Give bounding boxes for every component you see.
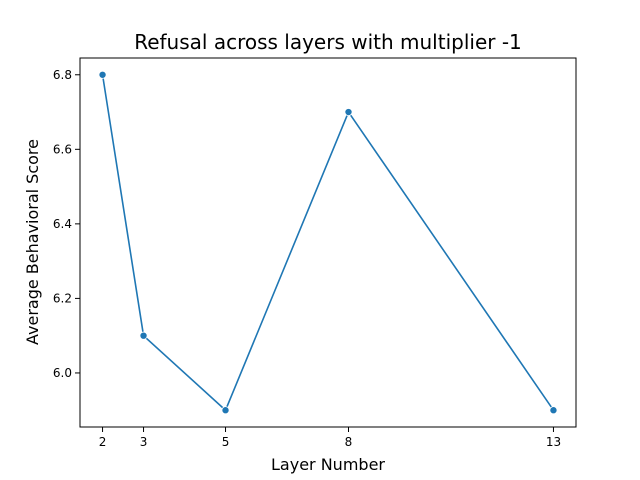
data-point bbox=[221, 406, 230, 415]
series-markers bbox=[98, 70, 558, 415]
x-axis: 2 3 5 8 13 bbox=[99, 427, 561, 449]
data-point bbox=[139, 331, 148, 340]
y-tick-label: 6.8 bbox=[53, 68, 72, 82]
y-tick-label: 6.0 bbox=[53, 366, 72, 380]
y-axis-label: Average Behavioral Score bbox=[23, 139, 42, 345]
series-line bbox=[101, 74, 555, 412]
plot-frame bbox=[79, 57, 577, 428]
data-point bbox=[98, 70, 107, 79]
y-axis: 6.0 6.2 6.4 6.6 6.8 bbox=[53, 68, 80, 380]
x-axis-label: Layer Number bbox=[271, 455, 385, 474]
x-tick-label: 8 bbox=[345, 435, 353, 449]
x-tick-label: 5 bbox=[222, 435, 230, 449]
chart-title: Refusal across layers with multiplier -1 bbox=[134, 30, 522, 54]
data-point bbox=[549, 406, 558, 415]
y-tick-label: 6.4 bbox=[53, 217, 72, 231]
x-tick-label: 2 bbox=[99, 435, 107, 449]
y-tick-label: 6.6 bbox=[53, 142, 72, 156]
y-tick-label: 6.2 bbox=[53, 291, 72, 305]
x-tick-label: 13 bbox=[546, 435, 561, 449]
data-point bbox=[344, 108, 353, 117]
plot-area: 2 3 5 8 13 6.0 6.2 6.4 6.6 6.8 bbox=[53, 57, 577, 449]
x-tick-label: 3 bbox=[140, 435, 148, 449]
